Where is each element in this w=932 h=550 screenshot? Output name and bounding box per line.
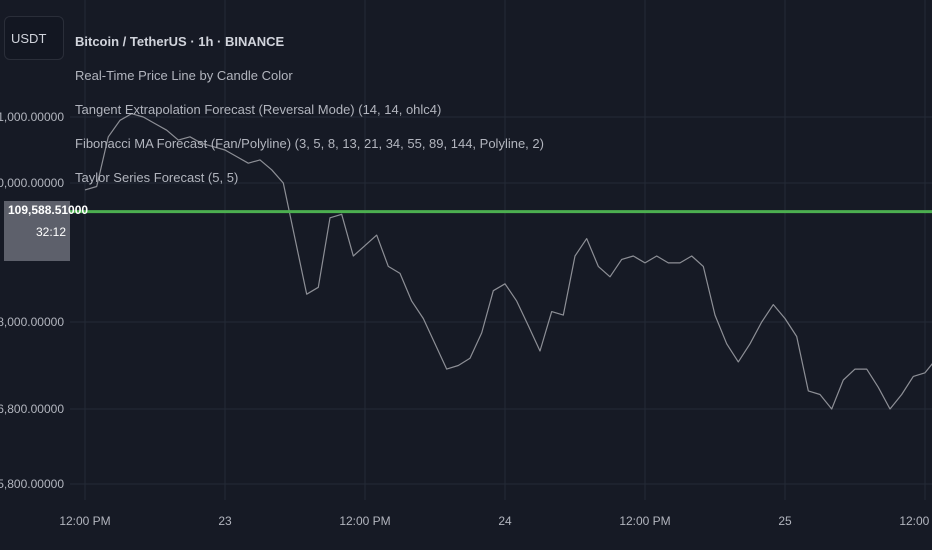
candle-countdown: 32:12	[35, 225, 66, 239]
symbol-button-label: USDT	[11, 30, 47, 46]
x-tick-label: 12:00 PM	[59, 514, 110, 528]
legend-indicator-price-line[interactable]: Real-Time Price Line by Candle Color	[75, 68, 293, 83]
y-tick-label: 105,800.00000	[0, 477, 64, 491]
legend-title[interactable]: Bitcoin / TetherUS · 1h · BINANCE	[75, 34, 285, 49]
legend-indicator-fibonacci-forecast[interactable]: Fibonacci MA Forecast (Fan/Polyline) (3,…	[75, 136, 544, 151]
price-axis[interactable]: 111,000.00000 110,000.00000 108,000.00000 1…	[0, 110, 64, 491]
chart-grid	[70, 0, 932, 500]
series-line-price	[84, 113, 932, 410]
x-tick-label: 25	[778, 514, 792, 528]
chart-series	[84, 113, 932, 410]
x-tick-label: 12:00 PM	[899, 514, 932, 528]
x-tick-label: 12:00 PM	[619, 514, 670, 528]
legend-indicator-taylor-forecast[interactable]: Taylor Series Forecast (5, 5)	[75, 170, 239, 185]
current-price-tag: 109,588.51000 32:12	[4, 201, 89, 261]
x-tick-label: 12:00 PM	[339, 514, 390, 528]
x-tick-label: 24	[498, 514, 512, 528]
y-tick-label: 110,000.00000	[0, 176, 64, 190]
legend-indicator-tangent-forecast[interactable]: Tangent Extrapolation Forecast (Reversal…	[75, 102, 442, 117]
symbol-button[interactable]: USDT	[4, 16, 64, 60]
y-tick-label: 111,000.00000	[0, 110, 64, 124]
y-tick-label: 106,800.00000	[0, 402, 64, 416]
current-price-value: 109,588.51000	[8, 203, 89, 217]
chart-legend: Bitcoin / TetherUS · 1h · BINANCE Real-T…	[75, 25, 544, 195]
x-tick-label: 23	[218, 514, 232, 528]
y-tick-label: 108,000.00000	[0, 315, 64, 329]
